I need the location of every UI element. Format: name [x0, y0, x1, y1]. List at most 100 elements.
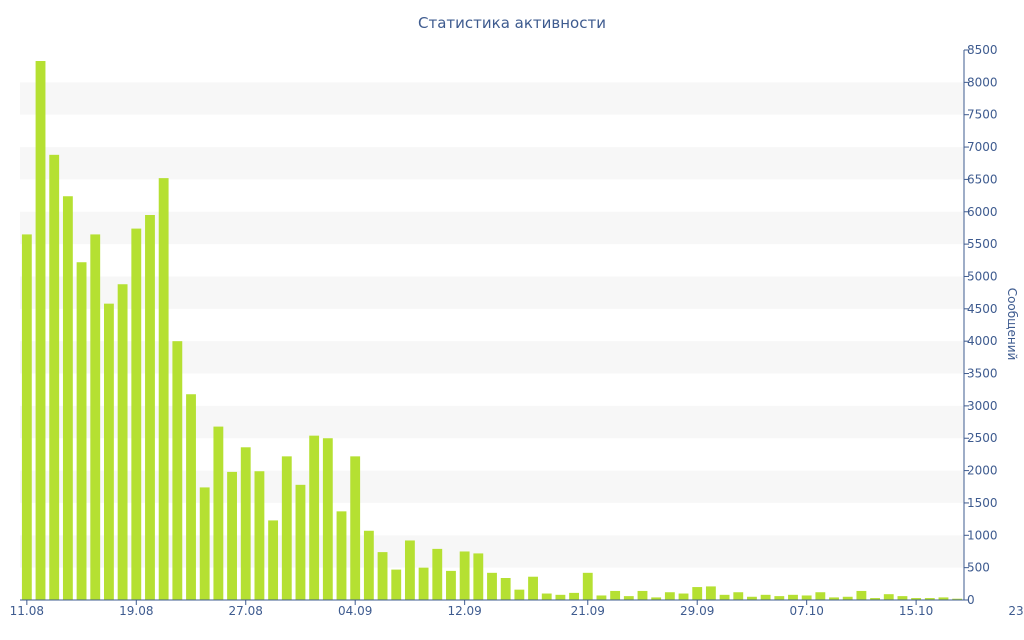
bar	[117, 284, 128, 600]
bar	[309, 435, 320, 600]
y-tick-label: 0	[967, 593, 975, 607]
y-tick-label: 4000	[967, 334, 998, 348]
x-tick-label: 21.09	[571, 604, 605, 618]
y-tick-label: 3000	[967, 399, 998, 413]
bar	[322, 438, 333, 600]
x-tick-label: 15.10	[899, 604, 933, 618]
bar	[391, 569, 402, 600]
grid-band	[20, 276, 964, 309]
bar	[473, 553, 484, 600]
bar	[747, 596, 757, 600]
bar	[842, 596, 853, 600]
x-tick-label: 12.09	[447, 604, 481, 618]
bar	[49, 154, 60, 600]
chart-title: Статистика активности	[418, 14, 606, 32]
bar	[446, 570, 456, 600]
bar	[870, 598, 880, 600]
y-tick-label: 6000	[967, 205, 998, 219]
x-tick-label: 11.08	[10, 604, 44, 618]
y-axis-title: Сообщений	[1005, 288, 1019, 361]
bar	[829, 597, 839, 600]
x-tick-label: 07.10	[789, 604, 823, 618]
y-tick-label: 1500	[967, 496, 998, 510]
bar	[268, 520, 279, 600]
bar	[952, 598, 963, 600]
x-tick-label: 04.09	[338, 604, 372, 618]
bar	[363, 530, 374, 600]
bar	[555, 594, 566, 600]
bar	[774, 596, 785, 600]
x-tick-label: 29.09	[680, 604, 714, 618]
bar	[911, 598, 922, 600]
bar	[541, 593, 552, 600]
bar	[295, 484, 306, 600]
bar	[569, 592, 580, 600]
bar	[377, 552, 388, 600]
y-tick-label: 8000	[967, 75, 998, 89]
y-tick-label: 4500	[967, 302, 998, 316]
bar	[924, 598, 935, 600]
bar	[596, 595, 607, 600]
x-tick-label: 23.10	[1008, 604, 1024, 618]
bar	[582, 572, 593, 600]
bar	[35, 61, 46, 600]
x-tick-label: 19.08	[119, 604, 153, 618]
bar	[897, 596, 908, 600]
bar	[883, 594, 894, 600]
bar	[404, 540, 415, 600]
bar	[432, 548, 443, 600]
grid-band	[20, 211, 964, 245]
bar	[623, 596, 634, 600]
bar	[104, 303, 114, 600]
y-tick-label: 1000	[967, 528, 998, 542]
bar	[678, 593, 689, 600]
bar	[637, 590, 648, 600]
bar	[651, 597, 662, 600]
bar	[336, 511, 347, 600]
y-tick-label: 7500	[967, 108, 998, 122]
bar	[131, 228, 142, 600]
bar	[610, 590, 621, 600]
y-tick-label: 500	[967, 561, 990, 575]
y-tick-label: 2000	[967, 464, 998, 478]
bar	[281, 456, 292, 600]
y-tick-label: 5000	[967, 269, 998, 283]
bar	[500, 578, 511, 600]
bar	[487, 572, 497, 600]
grid-band	[20, 82, 964, 115]
bar	[254, 471, 265, 600]
bar	[528, 576, 538, 600]
bar	[227, 471, 237, 600]
bar	[664, 592, 675, 600]
bar	[158, 178, 169, 600]
bar	[788, 594, 798, 600]
bar	[76, 262, 87, 600]
bar	[719, 594, 730, 600]
bar-series	[21, 61, 963, 601]
bar	[145, 215, 155, 600]
bar	[760, 594, 771, 600]
bar	[213, 426, 224, 600]
bar	[90, 234, 101, 600]
bar	[172, 341, 183, 600]
bar	[856, 590, 867, 600]
bar	[350, 456, 361, 600]
bar	[705, 586, 716, 600]
bar	[692, 587, 703, 600]
y-tick-label: 7000	[967, 140, 998, 154]
bar	[21, 234, 32, 600]
bar	[186, 394, 196, 600]
grid-band	[20, 147, 964, 180]
bar	[240, 447, 251, 600]
y-tick-label: 2500	[967, 431, 998, 445]
bar	[801, 595, 812, 600]
y-tick-label: 6500	[967, 172, 998, 186]
x-axis: 11.08 19.08 27.08 04.09 12.09 21.09 29.09 07.10…	[10, 599, 1024, 618]
x-tick-label: 27.08	[229, 604, 263, 618]
y-axis: 0 500 1000 1500 2000 2500 3000 3500 4000 4500 5000…	[963, 43, 998, 607]
y-tick-label: 5500	[967, 237, 998, 251]
bar	[815, 592, 826, 600]
bar	[459, 551, 470, 600]
bar	[418, 567, 429, 600]
